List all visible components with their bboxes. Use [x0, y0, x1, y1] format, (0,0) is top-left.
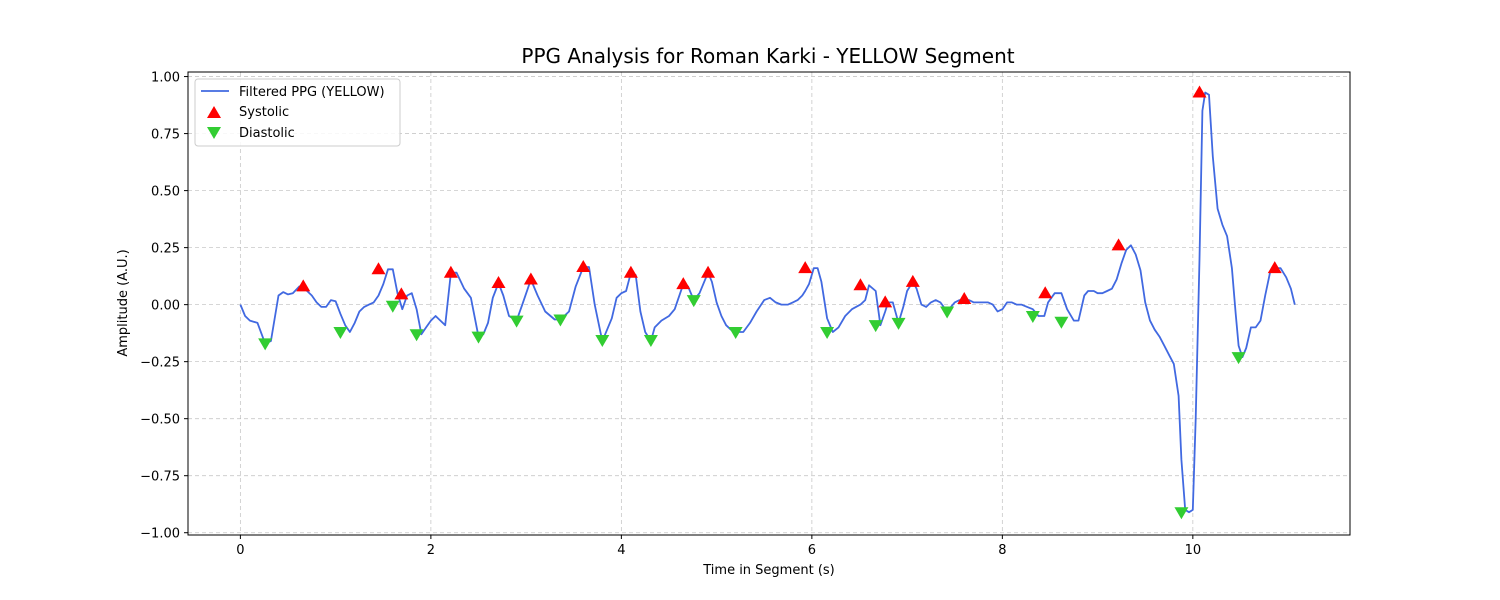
y-tick-label: 0.50 — [151, 185, 180, 200]
systolic-peak-marker — [576, 260, 591, 273]
y-axis-label: Amplitude (A.U.) — [116, 249, 131, 356]
y-tick-label: 0.25 — [151, 242, 180, 257]
systolic-peak-marker — [957, 291, 972, 304]
systolic-peak-marker — [798, 261, 813, 274]
systolic-peak-marker — [371, 262, 386, 275]
y-tick-label: −0.75 — [140, 470, 180, 485]
x-tick-label: 4 — [617, 543, 625, 558]
legend-systolic-marker — [207, 106, 221, 118]
legend: Filtered PPG (YELLOW) Systolic Diastolic — [194, 78, 401, 147]
x-tick-label: 0 — [236, 543, 244, 558]
diastolic-point-marker — [333, 327, 348, 340]
diastolic-point-marker — [553, 314, 568, 327]
x-tick-label: 6 — [808, 543, 816, 558]
legend-box — [194, 78, 401, 147]
y-tick-label: 0.75 — [151, 128, 180, 143]
plot-area-frame — [187, 71, 1351, 536]
chart-title: PPG Analysis for Roman Karki - YELLOW Se… — [521, 44, 1014, 68]
diastolic-point-marker — [868, 320, 883, 333]
systolic-peak-marker — [905, 274, 920, 287]
diastolic-point-marker — [891, 317, 906, 330]
systolic-peak-marker — [1267, 261, 1282, 274]
diastolic-point-marker — [471, 331, 486, 344]
legend-label-filtered-ppg: Filtered PPG (YELLOW) — [239, 85, 385, 100]
diastolic-point-marker — [1025, 311, 1040, 324]
series-layer — [239, 91, 1296, 514]
diastolic-point-marker — [728, 327, 743, 340]
systolic-peak-marker — [853, 278, 868, 291]
marker-layer — [258, 85, 1282, 520]
systolic-peak-marker — [523, 272, 538, 285]
systolic-peak-marker — [878, 295, 893, 308]
systolic-peak-marker — [296, 279, 311, 292]
diastolic-point-marker — [258, 338, 273, 351]
tick-layer: 0 2 4 6 8 10 1.00 0.75 0.50 0.25 0.00 −0.25 −0.50 −0.… — [140, 71, 1201, 558]
filtered-ppg-line — [239, 91, 1296, 514]
systolic-peak-marker — [1111, 238, 1126, 251]
diastolic-point-marker — [595, 334, 610, 347]
systolic-peak-marker — [394, 287, 409, 300]
systolic-peak-marker — [623, 265, 638, 278]
diastolic-point-marker — [385, 300, 400, 313]
diastolic-point-marker — [1231, 352, 1246, 365]
diastolic-point-marker — [1174, 507, 1189, 520]
y-tick-label: 1.00 — [151, 71, 180, 86]
diastolic-point-marker — [643, 334, 658, 347]
legend-label-diastolic: Diastolic — [239, 126, 295, 141]
legend-label-systolic: Systolic — [239, 105, 289, 120]
diastolic-point-marker — [409, 329, 424, 342]
x-axis-label: Time in Segment (s) — [702, 563, 834, 578]
diastolic-point-marker — [1054, 316, 1069, 329]
diastolic-point-marker — [686, 295, 701, 308]
diastolic-point-marker — [509, 315, 524, 328]
diastolic-point-marker — [820, 327, 835, 340]
y-tick-label: 0.00 — [151, 299, 180, 314]
legend-diastolic-marker — [207, 127, 221, 139]
y-tick-label: −0.25 — [140, 356, 180, 371]
diastolic-point-marker — [940, 306, 955, 319]
systolic-peak-marker — [676, 277, 691, 290]
systolic-peak-marker — [1038, 286, 1053, 299]
y-tick-label: −1.00 — [140, 527, 180, 542]
x-tick-label: 2 — [427, 543, 435, 558]
systolic-peak-marker — [443, 265, 458, 278]
x-tick-label: 8 — [998, 543, 1006, 558]
y-tick-label: −0.50 — [140, 413, 180, 428]
systolic-peak-marker — [701, 265, 716, 278]
grid-layer — [188, 72, 1350, 535]
systolic-peak-marker — [1192, 85, 1207, 98]
systolic-peak-marker — [491, 275, 506, 288]
x-tick-label: 10 — [1185, 543, 1202, 558]
